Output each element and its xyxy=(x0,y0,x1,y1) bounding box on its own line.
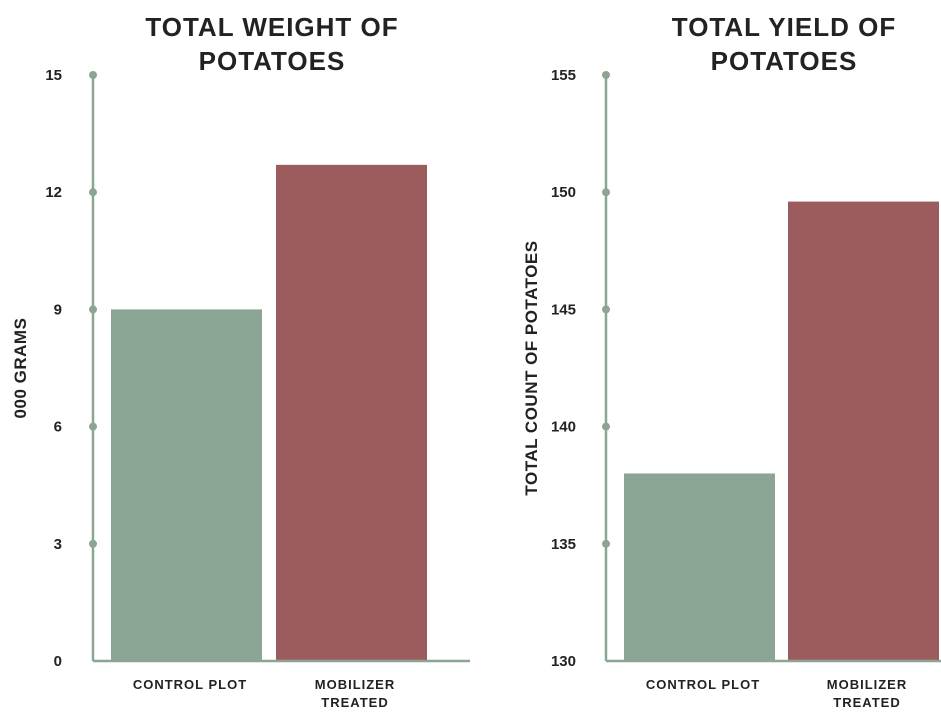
weight-y-axis-label: 000 GRAMS xyxy=(11,318,30,419)
category-label-mobilizer-treated: MOBILIZER TREATED xyxy=(827,677,908,710)
category-label-mobilizer-treated: MOBILIZER TREATED xyxy=(315,677,396,710)
y-tick-label: 145 xyxy=(551,301,576,318)
y-tick-label: 130 xyxy=(551,653,576,670)
yield-chart-title-line: TOTAL YIELD OF xyxy=(672,12,896,42)
y-tick-label: 140 xyxy=(551,419,576,436)
y-tick-marker xyxy=(602,422,610,431)
y-tick-label: 6 xyxy=(54,419,62,436)
weight-chart-title-line: POTATOES xyxy=(199,46,346,76)
bar-control-plot xyxy=(624,473,775,661)
y-tick-label: 12 xyxy=(45,184,62,201)
y-tick-marker xyxy=(602,71,610,79)
category-label-control-plot: CONTROL PLOT xyxy=(133,677,247,692)
y-tick-label: 15 xyxy=(45,67,62,84)
weight-chart-title: TOTAL WEIGHT OF POTATOES xyxy=(145,12,398,76)
bar-control-plot xyxy=(111,309,262,661)
category-label-line: CONTROL PLOT xyxy=(646,677,760,692)
yield-y-axis-label: TOTAL COUNT OF POTATOES xyxy=(522,240,541,495)
category-label-line: CONTROL PLOT xyxy=(133,677,247,692)
weight-chart-svg: TOTAL WEIGHT OF POTATOES 0 3 6 9 12 15 000 GRAMS… xyxy=(11,12,470,710)
weight-chart-title-line: TOTAL WEIGHT OF xyxy=(145,12,398,42)
y-tick-marker xyxy=(89,305,97,314)
y-tick-marker xyxy=(89,188,97,197)
bar-mobilizer-treated xyxy=(788,201,939,662)
y-tick-marker xyxy=(602,305,610,314)
bar-mobilizer-treated xyxy=(276,164,427,661)
y-tick-label: 135 xyxy=(551,536,576,553)
y-tick-marker xyxy=(602,539,610,548)
y-tick-marker xyxy=(89,539,97,548)
weight-chart: TOTAL WEIGHT OF POTATOES 0 3 6 9 12 15 000 GRAMS… xyxy=(0,0,470,713)
y-tick-label: 3 xyxy=(54,536,62,553)
y-tick-label: 150 xyxy=(551,184,576,201)
y-tick-marker xyxy=(89,422,97,431)
category-label-line: MOBILIZER xyxy=(827,677,908,692)
y-tick-label: 9 xyxy=(54,301,62,318)
category-label-control-plot: CONTROL PLOT xyxy=(646,677,760,692)
yield-chart-title-line: POTATOES xyxy=(711,46,858,76)
yield-chart-title: TOTAL YIELD OF POTATOES xyxy=(672,12,896,76)
yield-chart: TOTAL YIELD OF POTATOES 130 135 140 145 150 155… xyxy=(470,0,941,713)
category-label-line: TREATED xyxy=(321,695,388,710)
y-tick-label: 155 xyxy=(551,67,576,84)
y-tick-label: 0 xyxy=(54,653,62,670)
category-label-line: MOBILIZER xyxy=(315,677,396,692)
y-tick-marker xyxy=(602,188,610,197)
y-tick-marker xyxy=(89,71,97,79)
yield-chart-svg: TOTAL YIELD OF POTATOES 130 135 140 145 150 155… xyxy=(522,12,941,710)
category-label-line: TREATED xyxy=(833,695,900,710)
